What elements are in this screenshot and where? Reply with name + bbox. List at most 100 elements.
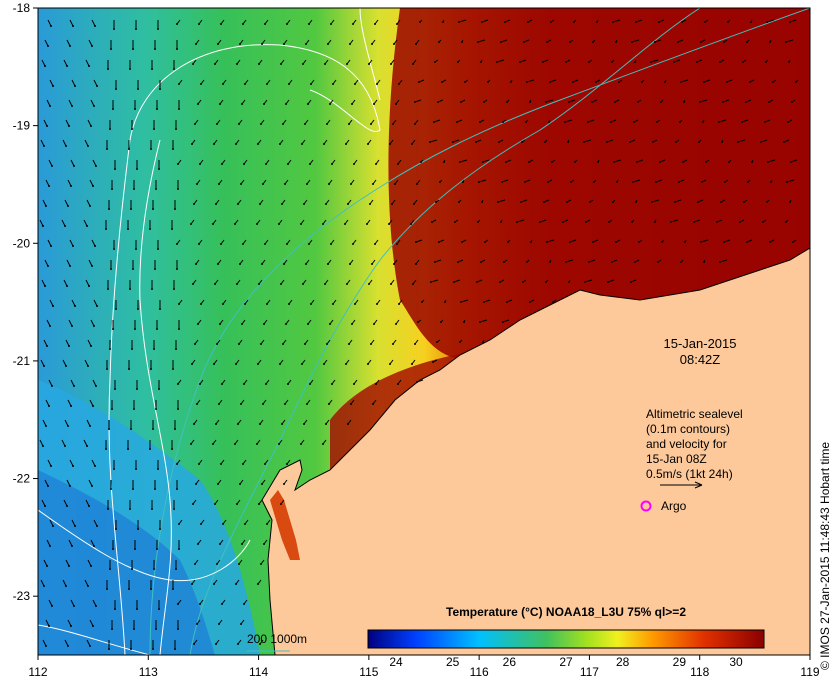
velocity-arrow-head bbox=[329, 103, 331, 105]
velocity-arrow-head bbox=[501, 181, 503, 183]
velocity-arrow-head bbox=[700, 41, 702, 43]
velocity-arrow bbox=[62, 139, 67, 147]
velocity-arrow-head bbox=[652, 141, 654, 143]
velocity-arrow-head bbox=[392, 343, 394, 345]
velocity-arrow bbox=[49, 299, 54, 307]
velocity-arrow-head bbox=[171, 448, 173, 450]
velocity-arrow-head bbox=[234, 223, 236, 225]
velocity-arrow-head bbox=[108, 648, 110, 650]
velocity-arrow-head bbox=[150, 588, 152, 590]
velocity-arrow-head bbox=[67, 645, 69, 647]
velocity-arrow bbox=[83, 439, 88, 447]
land-western-australia bbox=[261, 247, 810, 655]
velocity-arrow-head bbox=[302, 63, 304, 65]
velocity-arrow-head bbox=[149, 228, 151, 230]
velocity-arrow-head bbox=[69, 45, 71, 47]
velocity-arrow-head bbox=[438, 41, 440, 43]
velocity-arrow-head bbox=[369, 203, 371, 205]
velocity-arrow-head bbox=[306, 403, 308, 405]
velocity-arrow-head bbox=[431, 221, 433, 223]
velocity-arrow-head bbox=[134, 548, 136, 550]
velocity-arrow-head bbox=[235, 363, 237, 365]
velocity-arrow-head bbox=[726, 81, 728, 83]
velocity-arrow bbox=[549, 79, 557, 83]
velocity-arrow-head bbox=[154, 48, 156, 50]
velocity-arrow-head bbox=[158, 388, 160, 390]
velocity-arrow-head bbox=[65, 365, 67, 367]
velocity-arrow-head bbox=[259, 203, 261, 205]
velocity-arrow bbox=[61, 439, 66, 447]
velocity-arrow bbox=[460, 299, 469, 303]
velocity-arrow-head bbox=[480, 61, 482, 63]
velocity-arrow-head bbox=[159, 308, 161, 310]
velocity-arrow bbox=[43, 339, 48, 347]
velocity-arrow-head bbox=[221, 603, 223, 605]
velocity-arrow bbox=[670, 219, 679, 223]
velocity-arrow-head bbox=[178, 328, 180, 330]
velocity-arrow-head bbox=[154, 268, 156, 270]
velocity-arrow-head bbox=[673, 61, 675, 63]
velocity-arrow-head bbox=[545, 281, 547, 283]
velocity-arrow-head bbox=[716, 221, 718, 223]
velocity-arrow bbox=[636, 159, 644, 163]
velocity-arrow-head bbox=[683, 101, 685, 103]
velocity-arrow-head bbox=[569, 241, 571, 243]
velocity-arrow-head bbox=[566, 201, 568, 203]
velocity-arrow-head bbox=[370, 343, 372, 345]
velocity-arrow-head bbox=[175, 128, 177, 130]
velocity-arrow-head bbox=[693, 221, 695, 223]
velocity-arrow-head bbox=[670, 221, 672, 223]
velocity-arrow-head bbox=[349, 43, 351, 45]
velocity-arrow-head bbox=[113, 468, 115, 470]
velocity-arrow-head bbox=[220, 463, 222, 465]
velocity-arrow-head bbox=[238, 343, 240, 345]
velocity-arrow-head bbox=[301, 143, 303, 145]
velocity-arrow-head bbox=[177, 603, 179, 605]
velocity-arrow bbox=[48, 379, 53, 387]
velocity-arrow-head bbox=[151, 508, 153, 510]
velocity-arrow bbox=[86, 199, 91, 207]
velocity-arrow-head bbox=[741, 121, 743, 123]
velocity-arrow bbox=[483, 299, 491, 303]
velocity-arrow-head bbox=[156, 548, 158, 550]
velocity-arrow-head bbox=[48, 625, 50, 627]
velocity-arrow-head bbox=[772, 81, 774, 83]
velocity-arrow-head bbox=[457, 61, 459, 63]
velocity-arrow-head bbox=[303, 203, 305, 205]
velocity-arrow-head bbox=[94, 245, 96, 247]
velocity-arrow-head bbox=[618, 81, 620, 83]
velocity-arrow-head bbox=[610, 121, 612, 123]
velocity-arrow-head bbox=[130, 648, 132, 650]
velocity-arrow-head bbox=[281, 203, 283, 205]
velocity-arrow bbox=[434, 259, 442, 263]
velocity-arrow bbox=[674, 199, 682, 203]
velocity-arrow bbox=[40, 359, 45, 367]
y-tick-label: -22 bbox=[13, 472, 31, 486]
velocity-arrow-head bbox=[439, 181, 441, 183]
velocity-arrow-head bbox=[306, 183, 308, 185]
velocity-arrow-head bbox=[283, 483, 285, 485]
velocity-arrow-head bbox=[367, 143, 369, 145]
velocity-arrow bbox=[40, 139, 45, 147]
velocity-arrow-head bbox=[507, 241, 509, 243]
velocity-arrow-head bbox=[785, 221, 787, 223]
velocity-arrow bbox=[46, 99, 51, 107]
argo-float-marker bbox=[640, 500, 652, 512]
y-tick-label: -21 bbox=[13, 354, 31, 368]
x-tick-label: 118 bbox=[690, 665, 709, 679]
velocity-arrow-head bbox=[654, 221, 656, 223]
velocity-arrow-head bbox=[69, 485, 71, 487]
velocity-arrow-head bbox=[282, 123, 284, 125]
velocity-arrow-head bbox=[546, 41, 548, 43]
velocity-arrow bbox=[607, 279, 615, 283]
velocity-arrow-head bbox=[259, 423, 261, 425]
velocity-arrow-head bbox=[74, 305, 76, 307]
velocity-arrow-head bbox=[375, 163, 377, 165]
velocity-arrow-head bbox=[222, 83, 224, 85]
velocity-arrow bbox=[526, 79, 535, 83]
velocity-arrow-head bbox=[110, 48, 112, 50]
velocity-arrow bbox=[766, 19, 775, 23]
velocity-arrow bbox=[83, 219, 88, 227]
velocity-arrow-head bbox=[496, 61, 498, 63]
legend-line: and velocity for bbox=[646, 437, 727, 451]
